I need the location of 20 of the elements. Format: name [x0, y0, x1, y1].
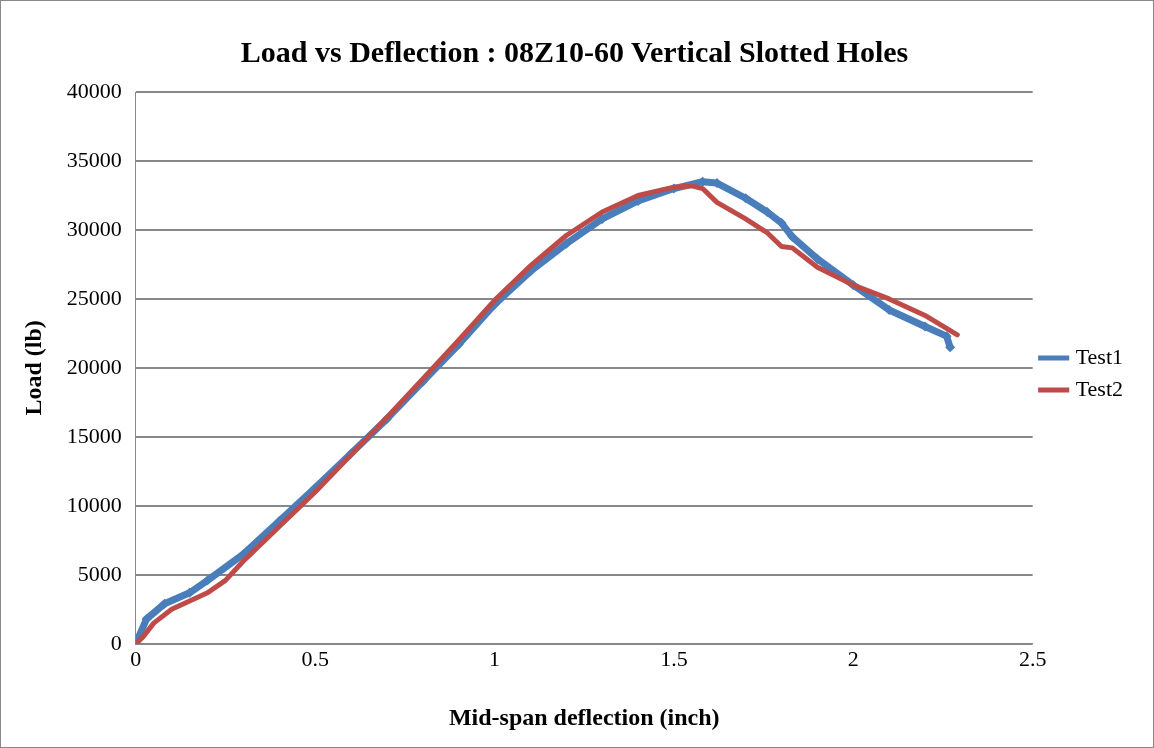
y-tick-label: 20000: [66, 353, 122, 379]
chart-title: Load vs Deflection : 08Z10-60 Vertical Slotted Holes: [240, 34, 909, 68]
legend-label: Test2: [1075, 375, 1123, 401]
x-axis-title: Mid-span deflection (inch): [448, 703, 720, 730]
y-tick-label: 5000: [77, 560, 122, 586]
x-tick-label: 2: [847, 645, 859, 671]
y-tick-label: 40000: [66, 77, 122, 103]
legend-label: Test1: [1075, 343, 1123, 369]
x-tick-label: 0.5: [301, 645, 329, 671]
y-tick-label: 35000: [66, 146, 122, 172]
y-tick-label: 0: [110, 629, 122, 655]
x-tick-label: 1.5: [660, 645, 688, 671]
y-axis-title: Load (lb): [19, 320, 46, 416]
x-tick-label: 0: [130, 645, 142, 671]
y-tick-label: 25000: [66, 284, 122, 310]
y-tick-label: 30000: [66, 215, 122, 241]
y-tick-label: 10000: [66, 491, 122, 517]
x-tick-label: 1: [489, 645, 501, 671]
x-tick-label: 2.5: [1018, 645, 1047, 671]
y-tick-label: 15000: [66, 422, 122, 448]
